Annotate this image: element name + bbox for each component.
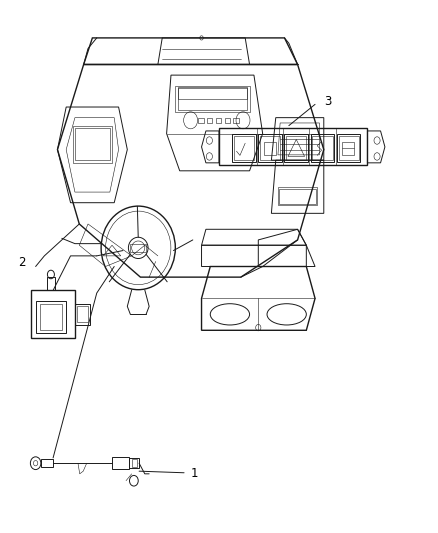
- Text: 2: 2: [18, 256, 26, 269]
- Bar: [286, 136, 306, 160]
- Bar: [312, 136, 332, 160]
- Bar: [75, 128, 110, 160]
- Bar: [339, 136, 359, 160]
- Bar: [175, 86, 250, 112]
- Bar: [198, 118, 204, 123]
- Bar: [311, 134, 334, 162]
- Bar: [232, 134, 256, 162]
- Text: 3: 3: [324, 95, 331, 108]
- Bar: [225, 118, 230, 123]
- Bar: [130, 458, 139, 468]
- Bar: [73, 126, 112, 163]
- Bar: [260, 136, 280, 160]
- Bar: [342, 142, 354, 155]
- Bar: [285, 134, 308, 162]
- Bar: [77, 306, 88, 322]
- Bar: [264, 142, 276, 155]
- Bar: [131, 244, 146, 252]
- Bar: [279, 189, 316, 204]
- Bar: [258, 134, 282, 162]
- Bar: [177, 88, 247, 110]
- Bar: [216, 118, 221, 123]
- Text: 1: 1: [191, 467, 198, 480]
- Bar: [207, 118, 212, 123]
- Bar: [132, 459, 137, 467]
- Bar: [337, 134, 360, 162]
- Bar: [177, 87, 247, 99]
- Bar: [278, 187, 317, 205]
- Bar: [234, 136, 254, 160]
- Bar: [233, 118, 239, 123]
